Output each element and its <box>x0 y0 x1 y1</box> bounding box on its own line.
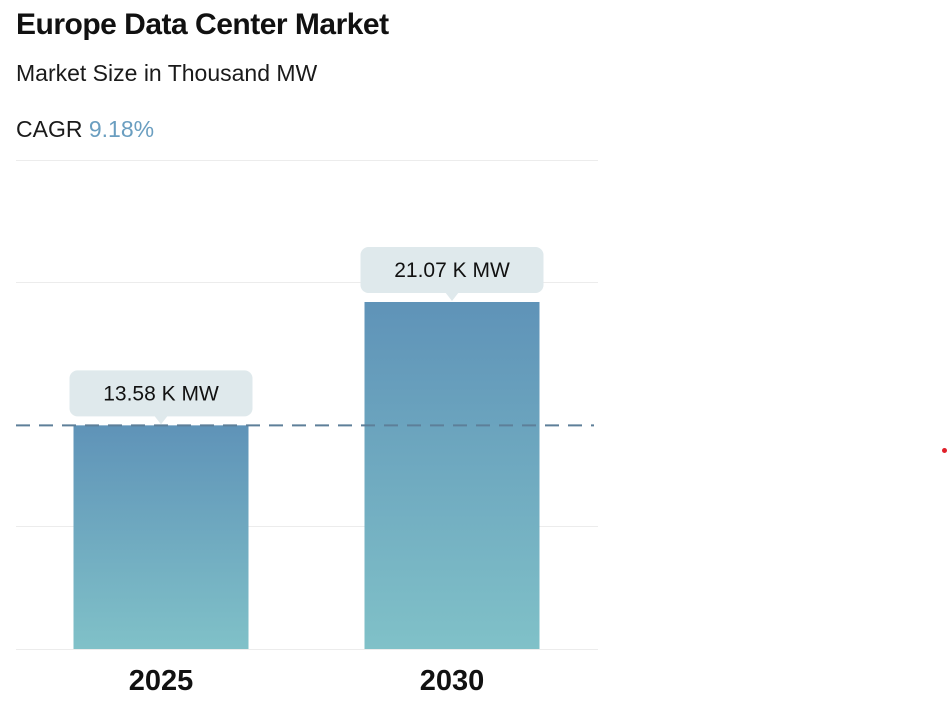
x-tick-label: 2025 <box>129 665 194 697</box>
callout-pointer <box>445 292 459 301</box>
data-label-callout: 13.58 K MW <box>69 370 253 425</box>
callout-box <box>360 247 544 293</box>
x-tick-label: 2030 <box>420 665 485 697</box>
data-label: 13.58 K MW <box>103 382 219 405</box>
bar-2025 <box>73 425 249 649</box>
chart-title: Europe Data Center Market <box>16 8 389 41</box>
data-label-callout: 21.07 K MW <box>360 247 544 301</box>
callout-pointer <box>154 415 168 425</box>
red-dot-marker <box>942 448 947 453</box>
callout-box <box>69 370 253 417</box>
chart-subtitle: Market Size in Thousand MW <box>16 60 318 86</box>
bar-2030 <box>364 302 540 649</box>
bar-chart: 13.58 K MW 21.07 K MW 2025 2030 <box>16 247 598 697</box>
data-label: 21.07 K MW <box>394 259 510 282</box>
cagr-label: CAGR <box>16 116 83 142</box>
cagr-row: CAGR 9.18% <box>16 116 154 143</box>
header-divider <box>16 160 598 161</box>
cagr-value: 9.18% <box>88 116 155 142</box>
